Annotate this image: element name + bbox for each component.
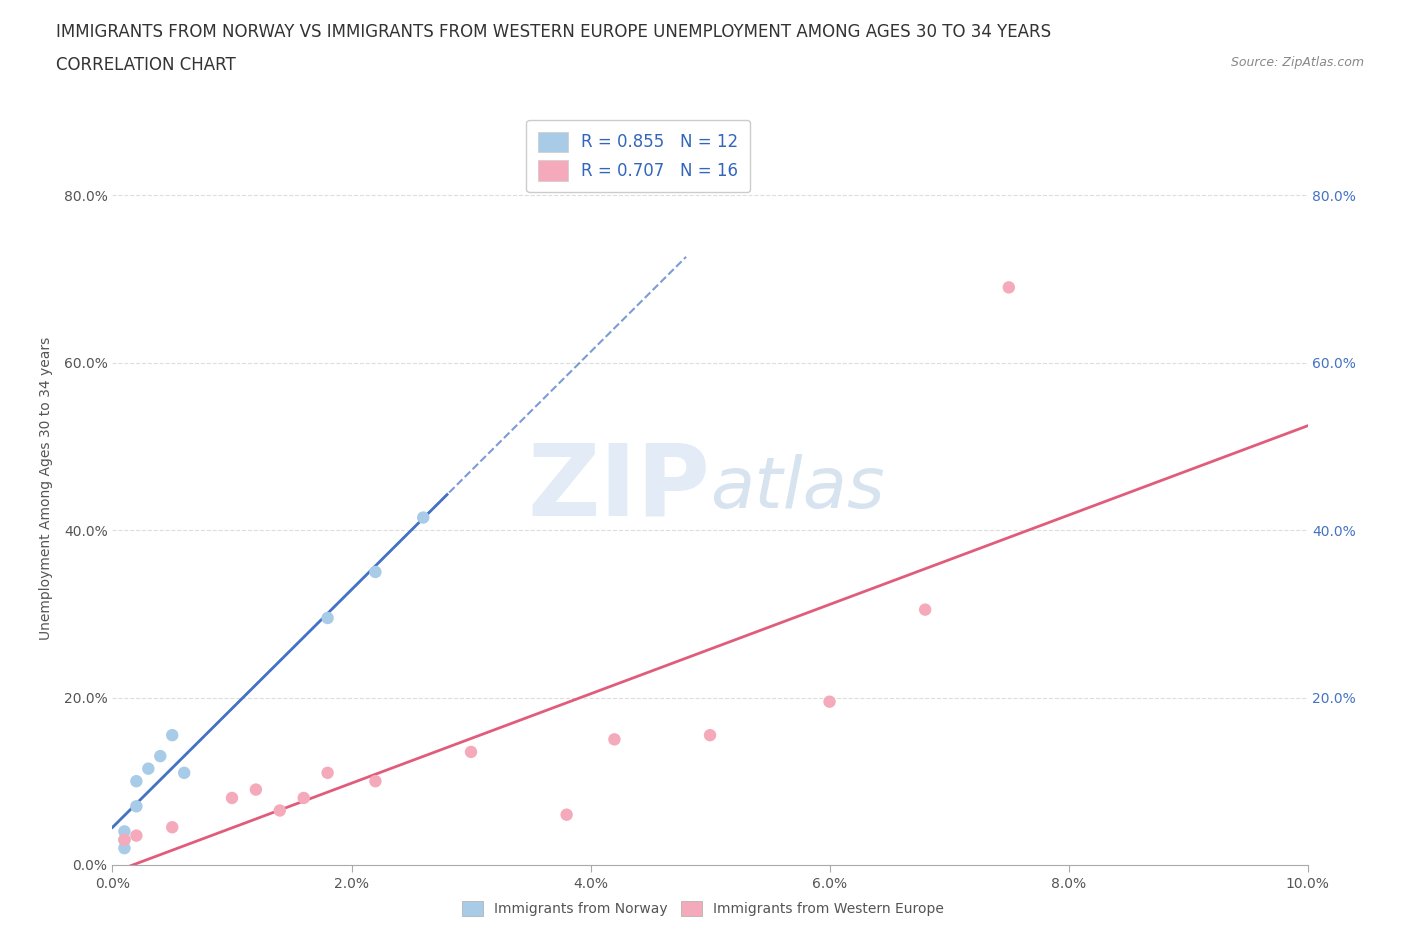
Point [269,804,291,818]
Point [364,565,387,579]
Text: IMMIGRANTS FROM NORWAY VS IMMIGRANTS FROM WESTERN EUROPE UNEMPLOYMENT AMONG AGES: IMMIGRANTS FROM NORWAY VS IMMIGRANTS FRO… [56,23,1052,41]
Text: CORRELATION CHART: CORRELATION CHART [56,56,236,73]
Point [699,727,721,742]
Point [149,749,172,764]
Point [114,824,135,839]
Point [125,774,148,789]
Point [162,727,183,742]
Text: ZIP: ZIP [527,440,710,537]
Point [412,510,434,525]
Point [460,744,482,759]
Point [114,832,135,847]
Legend: Immigrants from Norway, Immigrants from Western Europe: Immigrants from Norway, Immigrants from … [456,895,950,923]
Point [316,765,339,780]
Point [818,694,841,710]
Y-axis label: Unemployment Among Ages 30 to 34 years: Unemployment Among Ages 30 to 34 years [38,337,52,640]
Point [221,790,243,805]
Point [125,829,148,844]
Point [316,611,339,626]
Point [245,782,267,797]
Text: atlas: atlas [710,454,884,523]
Point [138,761,160,776]
Point [292,790,315,805]
Point [914,603,936,618]
Point [603,732,626,747]
Point [998,280,1021,295]
Point [173,765,195,780]
Text: Source: ZipAtlas.com: Source: ZipAtlas.com [1230,56,1364,69]
Point [162,820,183,835]
Point [114,832,135,847]
Legend: R = 0.855   N = 12, R = 0.707   N = 16: R = 0.855 N = 12, R = 0.707 N = 16 [526,120,751,193]
Point [125,799,148,814]
Point [555,807,578,822]
Point [114,841,135,856]
Point [364,774,387,789]
